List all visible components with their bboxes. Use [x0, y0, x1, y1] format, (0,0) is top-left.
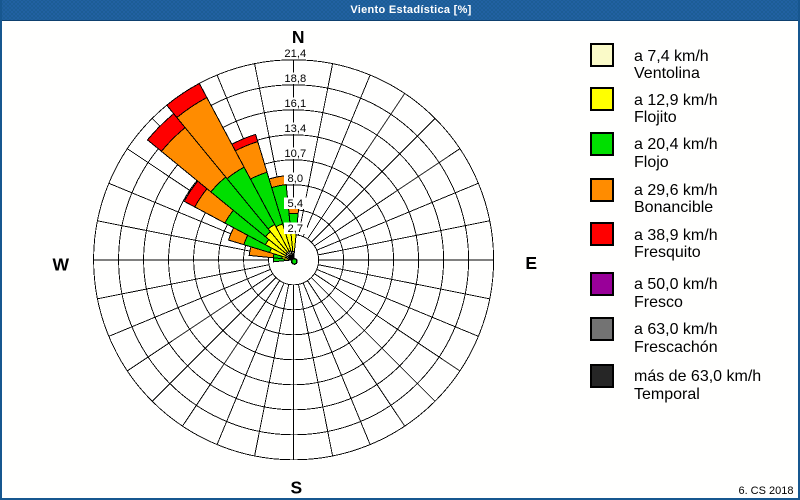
svg-text:2,7: 2,7	[288, 223, 304, 235]
svg-text:16,1: 16,1	[284, 98, 306, 110]
svg-text:N: N	[292, 27, 305, 47]
svg-text:W: W	[53, 255, 70, 275]
svg-text:5,4: 5,4	[288, 198, 304, 210]
svg-text:S: S	[290, 478, 302, 498]
svg-text:10,7: 10,7	[284, 148, 306, 160]
svg-text:6. CS 2018: 6. CS 2018	[738, 485, 793, 497]
svg-text:18,8: 18,8	[284, 73, 306, 85]
svg-text:E: E	[525, 253, 537, 273]
svg-text:13,4: 13,4	[284, 123, 306, 135]
svg-text:8,0: 8,0	[288, 173, 304, 185]
svg-text:21,4: 21,4	[284, 48, 306, 60]
